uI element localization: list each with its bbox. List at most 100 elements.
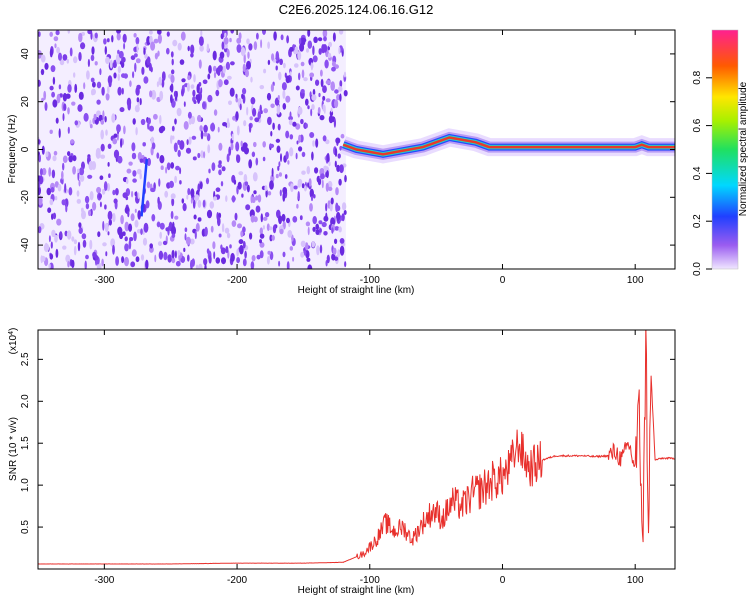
noise-speck <box>338 178 342 186</box>
noise-speck <box>303 77 308 82</box>
noise-speck <box>115 256 119 266</box>
noise-speck <box>56 93 61 104</box>
noise-speck <box>114 60 117 68</box>
noise-speck <box>52 212 57 220</box>
noise-speck <box>54 43 57 49</box>
noise-speck <box>230 30 234 34</box>
noise-speck <box>45 242 48 248</box>
noise-speck <box>113 72 117 79</box>
noise-speck <box>339 164 344 174</box>
noise-speck <box>139 172 142 180</box>
noise-speck <box>236 44 242 53</box>
noise-speck <box>208 168 211 174</box>
noise-speck <box>199 125 203 132</box>
noise-speck <box>94 32 98 39</box>
noise-speck <box>289 46 294 52</box>
noise-speck <box>140 118 146 126</box>
noise-speck <box>236 248 239 257</box>
noise-speck <box>183 101 186 107</box>
noise-speck <box>280 34 284 41</box>
noise-speck <box>160 125 166 132</box>
noise-speck <box>170 193 176 200</box>
noise-speck <box>71 101 76 106</box>
noise-speck <box>285 75 290 84</box>
noise-speck <box>229 87 235 97</box>
noise-speck <box>293 185 298 190</box>
noise-speck <box>61 170 64 180</box>
noise-speck <box>257 111 262 120</box>
noise-speck <box>267 191 272 196</box>
noise-speck <box>46 187 52 196</box>
x-tick-label: -100 <box>360 275 380 286</box>
noise-speck <box>299 215 303 221</box>
noise-speck <box>218 169 222 176</box>
noise-speck <box>78 227 83 234</box>
noise-speck <box>282 187 288 195</box>
noise-speck <box>169 85 173 92</box>
noise-speck <box>253 41 258 51</box>
noise-speck <box>166 162 171 171</box>
noise-speck <box>158 250 164 260</box>
noise-speck <box>307 226 310 236</box>
noise-speck <box>215 89 220 97</box>
noise-speck <box>120 138 123 148</box>
noise-speck <box>190 84 195 89</box>
noise-speck <box>300 89 305 94</box>
noise-speck <box>289 134 294 140</box>
noise-speck <box>153 113 158 120</box>
noise-speck <box>92 81 96 88</box>
noise-speck <box>118 50 124 59</box>
noise-speck <box>116 124 121 133</box>
noise-speck <box>113 133 118 138</box>
noise-speck <box>200 87 203 94</box>
noise-speck <box>86 70 90 80</box>
noise-speck <box>183 121 189 130</box>
noise-speck <box>105 93 110 101</box>
noise-speck <box>160 165 164 170</box>
noise-speck <box>312 88 316 96</box>
noise-speck <box>79 167 85 176</box>
noise-speck <box>246 106 249 116</box>
noise-speck <box>226 117 230 127</box>
noise-speck <box>337 86 343 92</box>
noise-speck <box>190 259 193 269</box>
noise-speck <box>250 76 253 83</box>
noise-speck <box>331 253 336 261</box>
noise-speck <box>67 107 70 115</box>
noise-speck <box>230 252 235 262</box>
noise-speck <box>172 221 175 229</box>
noise-speck <box>47 207 52 213</box>
noise-speck <box>92 251 97 258</box>
noise-speck <box>341 202 347 211</box>
noise-speck <box>278 161 281 168</box>
noise-speck <box>296 203 299 209</box>
noise-speck <box>292 256 295 262</box>
y-tick-label: 0.5 <box>20 520 31 534</box>
noise-speck <box>330 81 336 91</box>
noise-speck <box>179 140 185 150</box>
noise-speck <box>224 32 227 38</box>
noise-speck <box>126 168 132 174</box>
noise-speck <box>186 82 190 92</box>
x-tick-label: -200 <box>227 275 247 286</box>
noise-speck <box>282 103 287 110</box>
noise-speck <box>134 219 139 228</box>
noise-speck <box>82 239 87 248</box>
noise-speck <box>157 196 160 205</box>
noise-speck <box>238 171 244 176</box>
noise-speck <box>282 251 286 258</box>
noise-speck <box>324 59 329 69</box>
noise-speck <box>135 86 140 96</box>
noise-speck <box>253 190 257 195</box>
noise-speck <box>310 108 313 117</box>
noise-speck <box>134 104 140 113</box>
noise-speck <box>134 53 138 58</box>
noise-speck <box>165 166 168 174</box>
noise-speck <box>269 143 275 148</box>
noise-speck <box>116 32 121 41</box>
noise-speck <box>113 149 120 159</box>
noise-speck <box>284 174 288 179</box>
noise-speck <box>344 174 347 183</box>
noise-speck <box>96 81 102 89</box>
noise-speck <box>182 203 187 212</box>
